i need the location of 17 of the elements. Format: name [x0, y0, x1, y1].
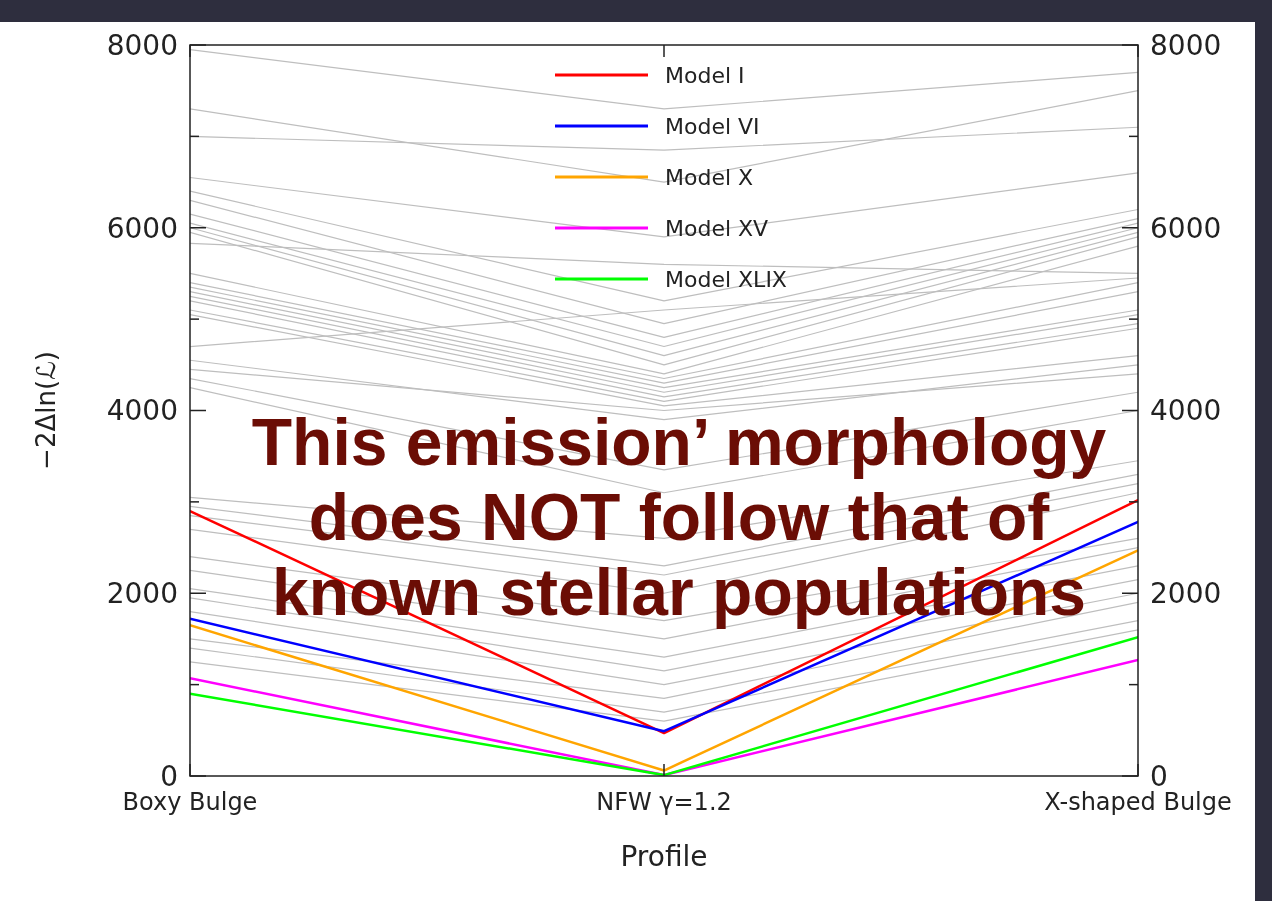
y-tick-label: 6000	[106, 211, 178, 245]
legend-label: Model XV	[665, 215, 769, 241]
y-axis-title: −2Δln(ℒ)	[31, 351, 61, 470]
legend-label: Model X	[665, 164, 754, 190]
x-tick-label: X-shaped Bulge	[1044, 788, 1232, 816]
legend-label: Model VI	[665, 113, 760, 139]
y2-tick-label: 6000	[1150, 211, 1222, 245]
legend-label: Model XLIX	[665, 266, 787, 292]
y2-tick-label: 2000	[1150, 577, 1222, 611]
y-tick-label: 4000	[106, 394, 178, 428]
x-tick-label: NFW γ=1.2	[596, 788, 732, 816]
x-axis-title: Profile	[620, 840, 708, 873]
y2-tick-label: 4000	[1150, 394, 1222, 428]
y2-tick-label: 8000	[1150, 28, 1222, 62]
y-tick-label: 2000	[106, 577, 178, 611]
legend-label: Model I	[665, 62, 745, 88]
y-tick-label: 8000	[106, 28, 178, 62]
